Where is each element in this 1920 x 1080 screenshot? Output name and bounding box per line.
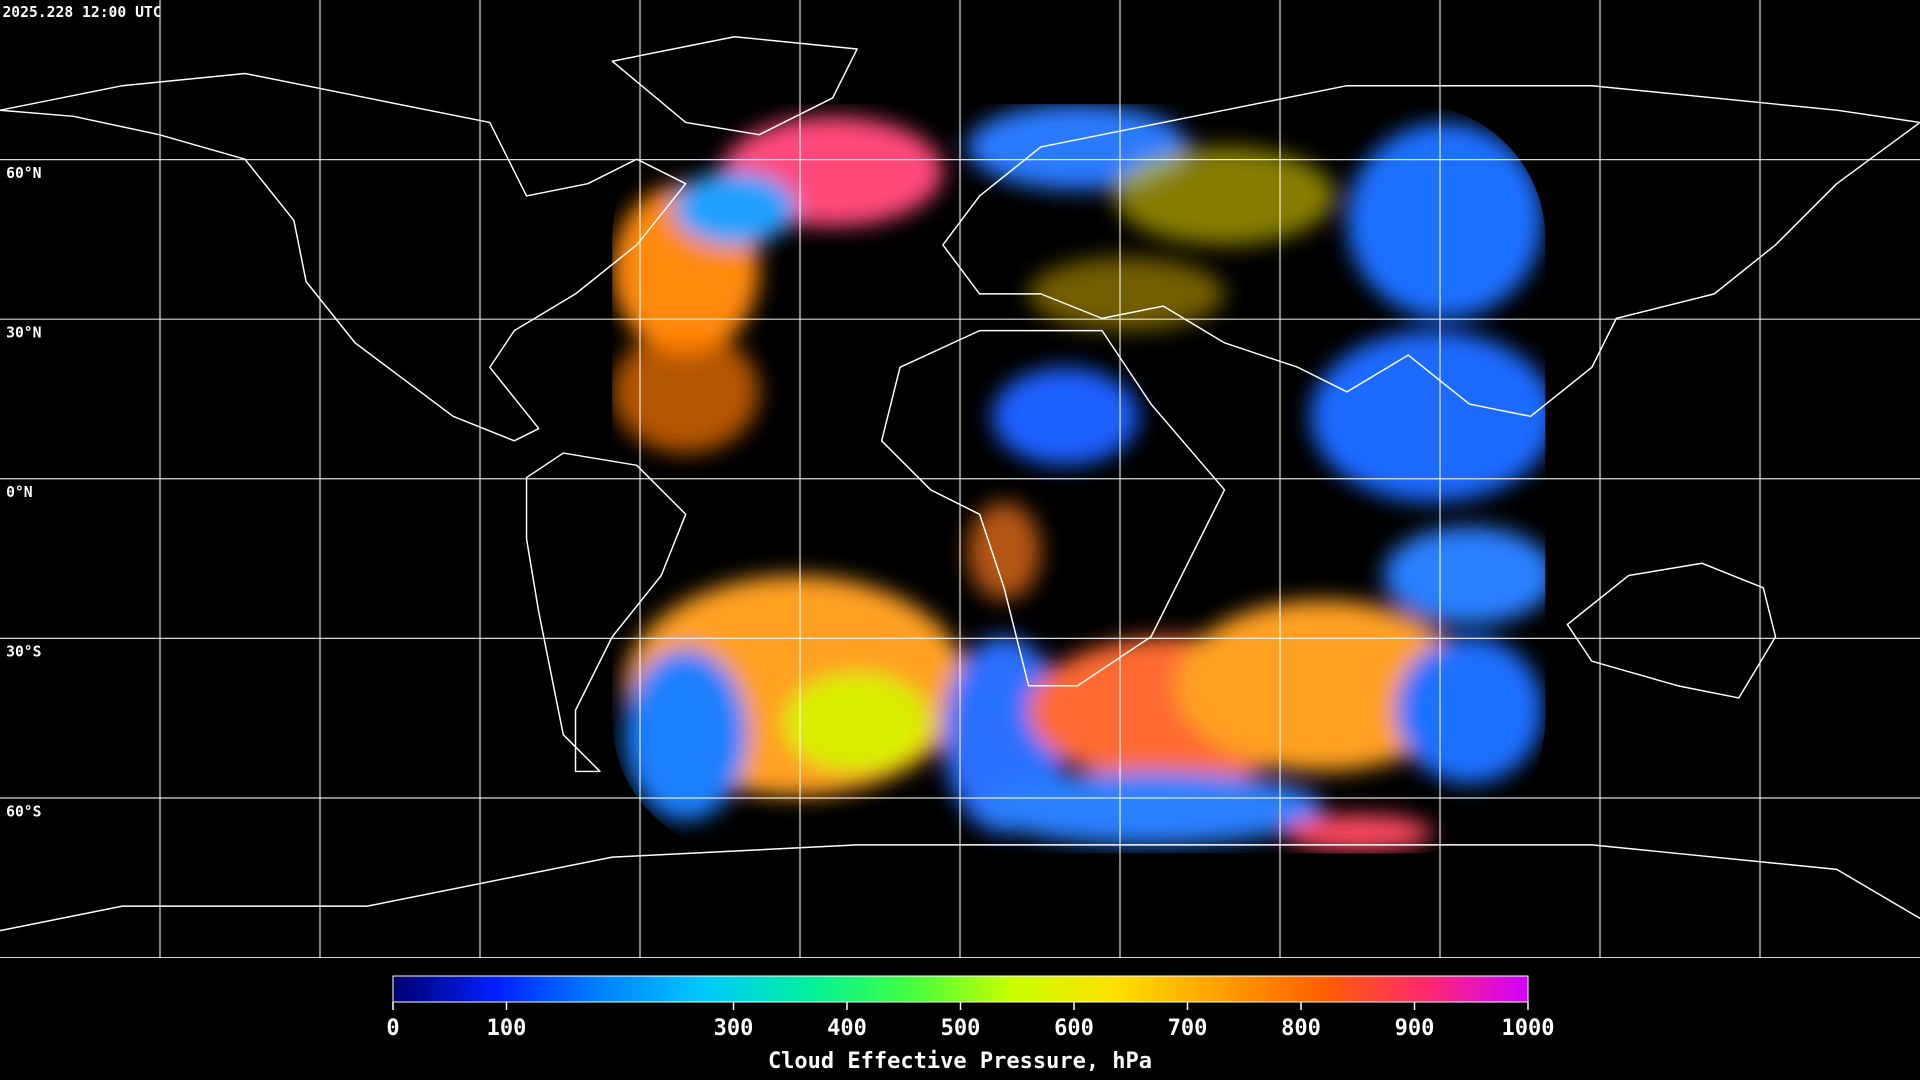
colorbar-tick-label: 100 [487, 1016, 527, 1041]
colorbar-title: Cloud Effective Pressure, hPa [768, 1049, 1152, 1074]
colorbar-tick-label: 500 [941, 1016, 981, 1041]
graticule [0, 0, 1920, 959]
coastline [525, 452, 687, 773]
colorbar-tick-label: 0 [386, 1016, 399, 1041]
coastlines [0, 36, 1920, 932]
coastline [611, 36, 858, 136]
map: 2025.228 12:00 UTC 60°N 30°N 0°N 30°S 60°S [0, 0, 1920, 959]
colorbar-tick-label: 300 [714, 1016, 754, 1041]
colorbar-tick-label: 400 [827, 1016, 867, 1041]
latitude-labels: 60°N 30°N 0°N 30°S 60°S [6, 165, 41, 820]
coastline [1566, 562, 1777, 699]
coastline [0, 844, 1920, 932]
colorbar-tick-label: 1000 [1502, 1016, 1555, 1041]
colorbar-tick-label: 900 [1395, 1016, 1435, 1041]
latitude-label: 60°S [6, 803, 41, 820]
coastline [880, 329, 1226, 687]
latitude-label: 30°S [6, 644, 41, 661]
colorbar-tick-label: 600 [1054, 1016, 1094, 1041]
colorbar-gradient [392, 975, 1529, 1003]
latitude-label: 60°N [6, 165, 41, 182]
colorbar-tick-label: 800 [1281, 1016, 1321, 1041]
coastline [0, 72, 687, 442]
latitude-label: 0°N [6, 484, 33, 501]
colorbar-tick-label: 700 [1168, 1016, 1208, 1041]
latitude-label: 30°N [6, 325, 41, 342]
colorbar: Cloud Effective Pressure, hPa 0 100 300 400… [386, 975, 1555, 1074]
coastline [942, 84, 1920, 418]
timestamp: 2025.228 12:00 UTC [2, 4, 161, 21]
